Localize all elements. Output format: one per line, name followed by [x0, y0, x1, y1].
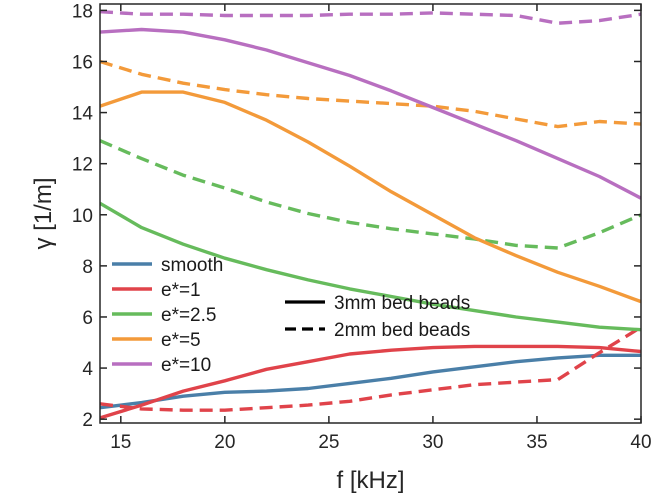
series-line-e-2-5-solid — [100, 201, 641, 332]
y-tick-label: 2 — [82, 410, 93, 431]
series-line-e-5-solid — [100, 90, 641, 304]
series-line-e-2-5-dashed — [100, 139, 641, 250]
style-legend-label: 3mm bed beads — [334, 293, 470, 314]
series-line-e-1-solid — [100, 344, 641, 420]
plot-lines — [100, 10, 641, 420]
series-line-e-10-solid — [100, 27, 641, 200]
y-tick-label: 10 — [72, 206, 93, 227]
x-tick-label: 30 — [422, 432, 443, 453]
color-legend: smooth e*=1 e*=2.5 e*=5 e*=10 — [112, 255, 223, 376]
y-tick-label: 12 — [72, 155, 93, 176]
legend-label: e*=10 — [161, 355, 211, 376]
x-tick-label: 35 — [526, 432, 547, 453]
y-axis-label: γ [1/m] — [30, 177, 57, 249]
x-tick-label: 25 — [318, 432, 339, 453]
style-legend: 3mm bed beads 2mm bed beads — [285, 293, 470, 341]
y-tick-label: 6 — [82, 308, 93, 329]
legend-label: e*=5 — [161, 330, 201, 351]
plot-frame — [99, 3, 642, 424]
series-line-smooth-solid — [100, 353, 641, 410]
y-tick-label: 4 — [82, 359, 93, 380]
legend-label: e*=2.5 — [161, 305, 216, 326]
x-axis-ticks: 15 20 25 30 35 40 — [110, 4, 652, 453]
y-tick-label: 8 — [82, 257, 93, 278]
series-line-e-10-dashed — [100, 10, 641, 25]
x-tick-label: 15 — [110, 432, 131, 453]
y-axis-ticks: 2 4 6 8 10 12 14 16 18 — [72, 1, 641, 431]
y-tick-label: 18 — [72, 1, 93, 22]
x-axis-label: f [kHz] — [336, 467, 404, 494]
series-line-e-5-dashed — [100, 59, 641, 129]
style-legend-label: 2mm bed beads — [334, 320, 470, 341]
series-line-e-1-dashed — [100, 325, 641, 412]
y-tick-label: 14 — [72, 104, 94, 125]
legend-label: smooth — [161, 255, 223, 276]
legend-label: e*=1 — [161, 280, 201, 301]
y-tick-label: 16 — [72, 52, 93, 73]
x-tick-label: 40 — [630, 432, 651, 453]
x-tick-label: 20 — [214, 432, 235, 453]
